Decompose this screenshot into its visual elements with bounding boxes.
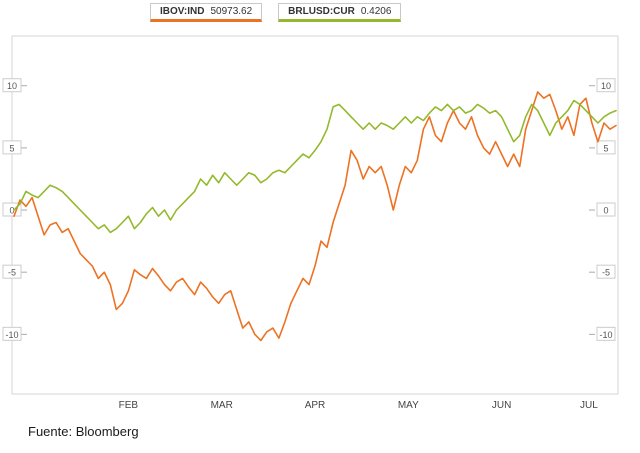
y-tick-label-left: -10 [5,330,18,340]
y-tick-label-right: 5 [603,143,608,153]
y-tick-label-right: 0 [603,206,608,216]
y-tick-box-right [596,326,616,341]
plot-frame [11,35,619,395]
y-tick-box-right [596,202,616,217]
y-tick-label-right: -10 [599,330,612,340]
legend-item-brlusd: BRLUSD:CUR 0.4206 [278,3,402,22]
x-tick-label-apr: APR [305,400,326,411]
x-tick-label-feb: FEB [119,400,139,411]
legend-series-value: 0.4206 [360,6,392,17]
legend-item-ibov: IBOV:IND 50973.62 [150,3,263,22]
y-tick-label-left: 10 [7,81,17,91]
chart-legend: IBOV:IND 50973.62 BRLUSD:CUR 0.4206 [150,3,402,22]
x-tick-label-jun: JUN [492,400,511,411]
legend-series-name: BRLUSD:CUR [288,6,355,17]
x-tick-label-jul: JUL [580,400,598,411]
y-tick-box-left [2,264,22,279]
y-tick-label-right: -5 [602,268,610,278]
legend-series-name: IBOV:IND [160,6,205,17]
y-tick-box-right [596,140,616,155]
y-tick-box-left [2,78,22,93]
y-tick-box-right [596,78,616,93]
legend-series-value: 50973.62 [210,6,253,17]
y-tick-box-left [2,326,22,341]
y-tick-label-right: 10 [601,81,611,91]
y-tick-label-left: 0 [9,206,14,216]
series-line-ibov-ind [13,91,617,342]
source-note: Fuente: Bloomberg [28,424,139,439]
x-tick-label-may: MAY [398,400,419,411]
series-line-brlusd-cur [13,99,617,234]
line-chart: 10 10 5 5 0 0 -5 -5 -10 -10 FEB MAR APR MAY JUN JUL [2,35,619,411]
x-tick-label-mar: MAR [211,400,233,411]
y-tick-box-right [596,264,616,279]
y-tick-label-left: -5 [8,268,16,278]
y-tick-box-left [2,140,22,155]
y-tick-label-left: 5 [9,143,14,153]
